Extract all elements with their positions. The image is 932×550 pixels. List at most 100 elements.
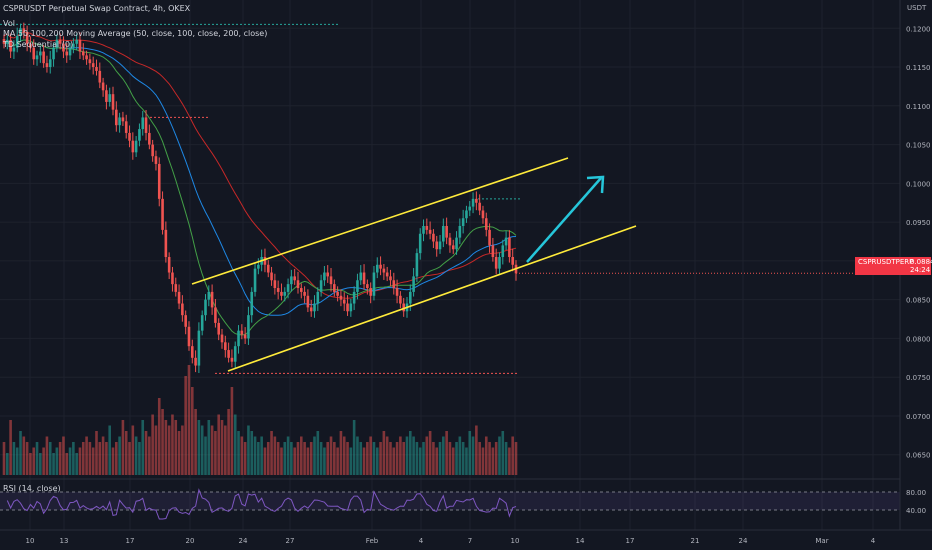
candle-body (98, 70, 102, 83)
candle-body (290, 276, 293, 285)
time-axis[interactable]: 10 13 17 20 24 27 Feb 4 7 10 14 17 21 24 Mar 4 (0, 529, 932, 545)
candle-body (230, 357, 234, 362)
candle-body (435, 241, 439, 250)
volume-bar (319, 442, 323, 475)
volume-bar (309, 442, 313, 475)
candle-body (45, 63, 49, 68)
volume-bar (270, 431, 273, 475)
last-price-symbol: CSPRUSDTPERP (858, 258, 914, 266)
volume-bar (359, 442, 363, 475)
volume-bar (78, 447, 82, 475)
candle-body (200, 315, 204, 331)
candle-body (32, 47, 36, 60)
candle-body (190, 346, 194, 358)
moving-average-label[interactable]: MA 50,100,200 Moving Average (50, close,… (3, 29, 268, 38)
volume-bar (204, 436, 207, 475)
candle-body (197, 330, 201, 366)
volume-bar (481, 447, 485, 475)
volume-bar (362, 447, 366, 475)
volume-bar (22, 436, 26, 475)
volume-bar (372, 442, 376, 475)
candle-body (217, 322, 221, 335)
volume-bar (9, 420, 12, 475)
volume-bar (280, 447, 283, 475)
candle-body (296, 280, 300, 289)
candle-body (303, 291, 306, 296)
volume-bar (349, 447, 353, 475)
volume-bar (273, 436, 277, 475)
candle-body (2, 39, 6, 44)
volume-bar (329, 436, 333, 475)
volume-bar (266, 442, 270, 475)
volume-bar (286, 436, 290, 475)
td-sequential-label[interactable]: TD Sequential (0) (3, 40, 74, 49)
volume-bar (187, 365, 191, 475)
candle-body (422, 225, 425, 234)
candle-body (52, 47, 55, 60)
price-axis-bg (900, 0, 932, 550)
candle-body (484, 218, 488, 230)
volume-bar (95, 431, 98, 475)
price-axis[interactable]: 0.12000.11500.11000.10500.10000.09500.09… (899, 0, 932, 550)
candle-body (395, 288, 399, 296)
volume-bar (488, 442, 491, 475)
volume-bar (190, 387, 194, 475)
candle-body (240, 330, 244, 335)
candle-body (352, 291, 356, 304)
rsi-line (6, 488, 517, 520)
candle-body (309, 307, 313, 312)
volume-bar (356, 436, 359, 475)
candle-body (349, 303, 353, 312)
candle-body (382, 268, 386, 273)
candle-body (276, 288, 280, 292)
price-tick-label: 0.1100 (906, 103, 931, 111)
volume-bar (342, 436, 346, 475)
candle-body (207, 291, 211, 300)
moving-average-lines (3, 31, 517, 336)
volume-bar (369, 436, 372, 475)
volume-bar (200, 425, 204, 475)
volume-bar (108, 425, 112, 475)
volume-bar (141, 420, 145, 475)
candle-body (35, 55, 39, 60)
volume-bar (181, 425, 184, 475)
volume-bar (352, 420, 356, 475)
volume-bar (491, 447, 495, 475)
volume-bar (511, 436, 514, 475)
candle-body (498, 257, 501, 269)
candle-body (22, 28, 26, 33)
volume-bar (339, 431, 343, 475)
volume-bar (124, 431, 128, 475)
volume-bar (293, 447, 296, 475)
volume-bar (290, 442, 293, 475)
candle-body (233, 346, 237, 362)
volume-bar (247, 425, 250, 475)
volume-bar (442, 436, 445, 475)
candle-body (408, 291, 412, 304)
candle-body (72, 43, 75, 48)
candle-body (286, 284, 290, 292)
rsi-label[interactable]: RSI (14, close) (3, 484, 61, 493)
rsi-tick-label: 80.00 (906, 489, 926, 497)
candle-body (257, 264, 260, 269)
trend-drawings[interactable] (191, 157, 637, 372)
candle-body (154, 156, 158, 164)
price-tick-label: 0.0650 (906, 452, 931, 460)
candle-body (438, 241, 442, 250)
volume-bar (412, 436, 415, 475)
channel-lower-line (227, 225, 637, 372)
volume-bar (445, 431, 448, 475)
volume-indicator-label[interactable]: Vol (3, 19, 15, 28)
volume-bar (91, 447, 95, 475)
candle-body (105, 90, 108, 102)
volume-bar (42, 447, 45, 475)
candle-body (42, 51, 45, 64)
volume-bar (299, 436, 303, 475)
volume-bar (72, 442, 75, 475)
volume-bar (326, 442, 330, 475)
volume-bar (240, 436, 244, 475)
time-tick-label: 4 (419, 537, 424, 545)
candle-body (181, 303, 184, 316)
symbol-title[interactable]: CSPRUSDT Perpetual Swap Contract, 4h, OK… (3, 4, 191, 13)
